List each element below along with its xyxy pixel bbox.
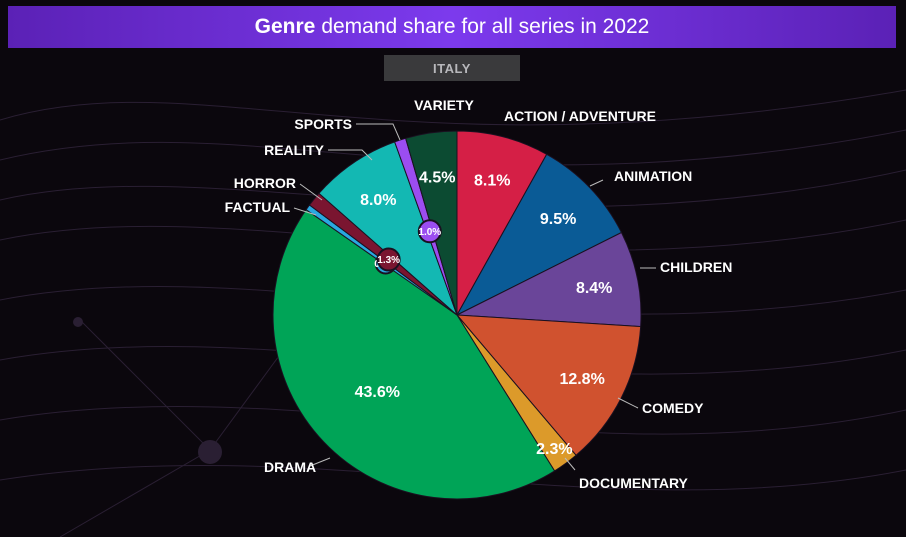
category-label-comedy: COMEDY bbox=[642, 400, 704, 416]
category-label-animation: ANIMATION bbox=[614, 168, 692, 184]
region-badge: ITALY bbox=[384, 55, 520, 81]
leader-line-animation bbox=[589, 179, 604, 187]
value-label-horror: 1.3% bbox=[377, 255, 400, 266]
leader-line-drama bbox=[309, 457, 331, 467]
pie-slice-children bbox=[455, 231, 642, 328]
pie-slice-reality bbox=[318, 141, 458, 316]
value-label-sports: 1.0% bbox=[418, 227, 441, 238]
value-label-drama: 43.6% bbox=[355, 384, 400, 401]
value-label-documentary: 2.3% bbox=[536, 441, 572, 458]
leader-line-factual bbox=[293, 207, 317, 216]
category-label-children: CHILDREN bbox=[660, 259, 732, 275]
category-label-documentary: DOCUMENTARY bbox=[579, 475, 689, 491]
leader-line-comedy bbox=[617, 397, 639, 409]
leader-line-sports bbox=[356, 123, 401, 141]
value-label-comedy: 12.8% bbox=[559, 371, 604, 388]
leader-line-documentary bbox=[564, 457, 576, 471]
value-bubble-sports bbox=[417, 219, 442, 244]
category-label-sports: SPORTS bbox=[294, 116, 352, 132]
title-bold: Genre bbox=[254, 15, 316, 38]
category-label-reality: REALITY bbox=[264, 142, 325, 158]
value-label-children: 8.4% bbox=[576, 280, 612, 297]
value-label-action-adventure: 8.1% bbox=[474, 173, 510, 190]
chart-title: Genre demand share for all series in 202… bbox=[8, 6, 896, 48]
value-label-reality: 8.0% bbox=[360, 192, 396, 209]
value-label-animation: 9.5% bbox=[540, 211, 576, 228]
category-label-horror: HORROR bbox=[234, 175, 296, 191]
leader-line-reality bbox=[328, 149, 373, 161]
value-bubble-horror bbox=[376, 247, 401, 272]
pie-slice-action-adventure bbox=[456, 130, 548, 317]
category-label-action-adventure: ACTION / ADVENTURE bbox=[504, 108, 656, 124]
category-label-variety: VARIETY bbox=[414, 97, 474, 113]
pie-slice-comedy bbox=[455, 314, 642, 456]
category-label-factual: FACTUAL bbox=[225, 199, 291, 215]
category-label-drama: DRAMA bbox=[264, 459, 316, 475]
pie-slice-drama bbox=[272, 208, 556, 500]
title-rest: demand share for all series in 2022 bbox=[321, 15, 650, 38]
pie-slice-animation bbox=[455, 153, 623, 317]
leader-line-horror bbox=[299, 183, 323, 201]
value-label-variety: 4.5% bbox=[419, 169, 455, 186]
